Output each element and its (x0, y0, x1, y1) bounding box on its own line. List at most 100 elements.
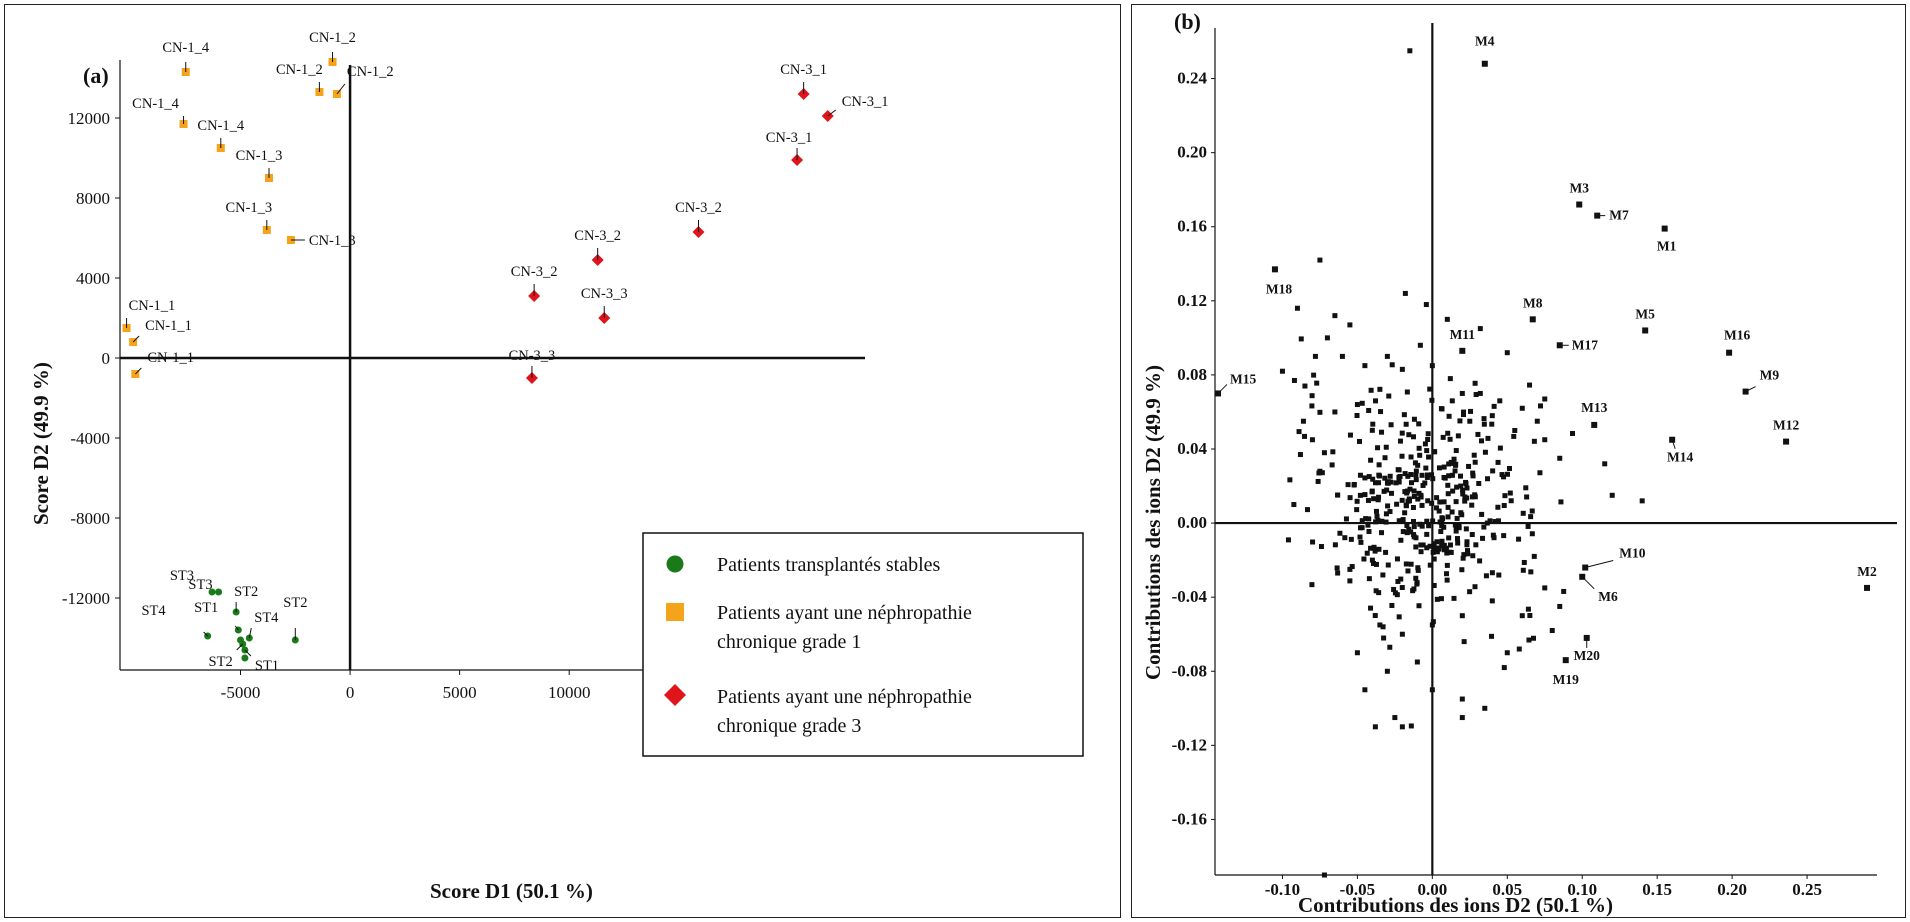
loading-point (1542, 585, 1548, 591)
loading-point (1448, 549, 1454, 555)
loading-point (1454, 536, 1460, 542)
loading-point (1508, 498, 1514, 504)
loading-point (1423, 465, 1429, 471)
point-label: ST2 (234, 584, 258, 600)
x-tick-label-b: 0.25 (1792, 880, 1822, 899)
label-leader (244, 649, 252, 657)
loading-point (1298, 336, 1304, 342)
loading-point (1382, 455, 1388, 461)
loading-point (1399, 497, 1405, 503)
panel-label-b: (b) (1174, 9, 1201, 34)
loading-point (1460, 491, 1466, 497)
loading-point (1529, 508, 1535, 514)
loading-point (1362, 492, 1368, 498)
loading-point (1359, 518, 1365, 524)
point-label: M8 (1523, 295, 1543, 310)
loading-point (1459, 567, 1465, 573)
loading-point (1411, 534, 1417, 540)
point-label: CN-1_3 (309, 233, 356, 249)
loading-point (1287, 477, 1293, 483)
loading-point (1404, 389, 1410, 395)
legend-label-grade1-line2: chronique grade 1 (717, 631, 861, 653)
loading-point (1436, 508, 1442, 514)
point-label: CN-1_1 (147, 350, 194, 366)
loading-point (1302, 433, 1308, 439)
stable-point: ST4 (141, 603, 212, 640)
grade1-point: CN-1_3 (286, 233, 356, 249)
loading-point (1383, 511, 1389, 517)
loading-point (1485, 435, 1491, 441)
loading-point (1482, 449, 1488, 455)
marker (1576, 201, 1583, 208)
loading-point (1431, 556, 1437, 562)
loading-point (1475, 431, 1481, 437)
loading-point (1297, 452, 1303, 458)
point-label: ST4 (254, 610, 279, 626)
loading-point (1430, 476, 1436, 482)
x-tick-label-b: 0.15 (1642, 880, 1672, 899)
loading-point (1413, 544, 1419, 550)
loading-point (1291, 502, 1297, 508)
loading-point (1386, 479, 1392, 485)
loading-point (1373, 588, 1379, 594)
loading-point (1525, 606, 1531, 612)
loading-point (1354, 498, 1360, 504)
loading-point (1497, 398, 1503, 404)
loading-point (1397, 474, 1403, 480)
loading-point (1444, 550, 1450, 556)
loading-point (1329, 462, 1335, 468)
loading-point (1376, 494, 1382, 500)
loading-point (1372, 724, 1378, 730)
loading-point (1502, 493, 1508, 499)
loading-point (1542, 437, 1548, 443)
loading-point (1467, 589, 1473, 595)
loading-point (1335, 570, 1341, 576)
loading-point (1451, 456, 1457, 462)
loading-point (1376, 546, 1382, 552)
loading-point (1444, 562, 1450, 568)
point-label: M10 (1619, 546, 1645, 561)
loading-point (1332, 409, 1338, 415)
loading-point (1372, 613, 1378, 619)
loading-point (1557, 603, 1563, 609)
loading-point (1368, 605, 1374, 611)
loading-point (1362, 363, 1368, 369)
loading-point (1335, 492, 1341, 498)
labeled-loading-point: M1 (1657, 225, 1677, 254)
loading-point (1382, 475, 1388, 481)
loading-point (1483, 573, 1489, 579)
loading-point (1465, 551, 1471, 557)
loading-point (1425, 498, 1431, 504)
loading-point (1408, 561, 1414, 567)
loading-point (1300, 418, 1306, 424)
loading-point (1444, 577, 1450, 583)
loading-point (1430, 619, 1436, 625)
loading-point (1482, 705, 1488, 711)
loading-point (1464, 539, 1470, 545)
grade3-point: CN-3_2 (511, 264, 557, 302)
loading-point (1385, 503, 1391, 509)
loading-point (1497, 445, 1503, 451)
loading-point (1387, 473, 1393, 479)
loading-point (1357, 472, 1363, 478)
point-label: ST3 (170, 568, 194, 584)
y-tick-label-a: -4000 (70, 429, 110, 448)
loading-point (1470, 470, 1476, 476)
point-label: CN-1_2 (309, 30, 356, 46)
loading-point (1487, 518, 1493, 524)
loading-point (1373, 398, 1379, 404)
loading-point (1496, 572, 1502, 578)
y-tick-label-b: 0.08 (1177, 365, 1207, 384)
loading-point (1383, 444, 1389, 450)
loading-point (1419, 472, 1425, 478)
loading-point (1411, 416, 1417, 422)
loading-point (1387, 509, 1393, 515)
loading-point (1391, 586, 1397, 592)
loading-point (1420, 482, 1426, 488)
loading-point (1557, 455, 1563, 461)
loading-point (1434, 549, 1440, 555)
loading-point (1477, 558, 1483, 564)
point-label: CN-1_3 (225, 200, 272, 216)
loading-point (1440, 434, 1446, 440)
point-label: CN-3_2 (574, 228, 621, 244)
